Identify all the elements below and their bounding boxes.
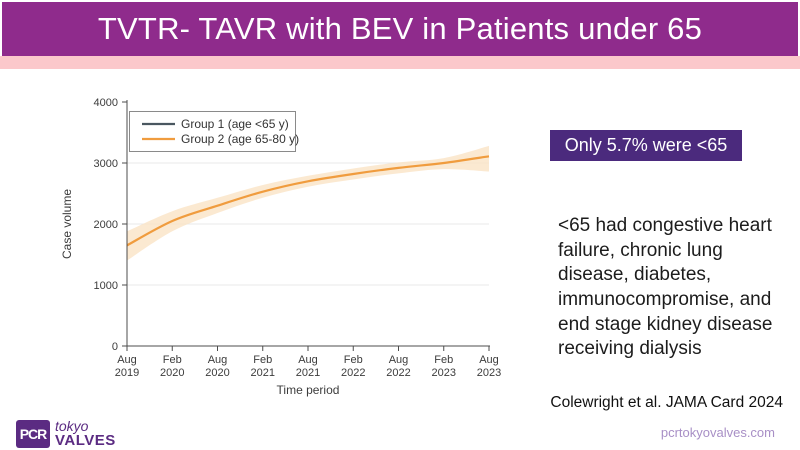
y-tick-label: 2000 [94, 219, 118, 231]
pcr-tokyo-valves-logo: PCR tokyo VALVES [16, 419, 116, 448]
y-tick-label: 1000 [94, 280, 118, 292]
legend-label: Group 1 (age <65 y) [181, 117, 289, 131]
chart-canvas: 01000200030004000Aug2019Feb2020Aug2020Fe… [60, 97, 501, 397]
x-axis-title: Time period [277, 383, 340, 397]
y-axis-title: Case volume [60, 189, 74, 259]
x-tick-label-month: Aug [208, 354, 228, 366]
x-tick-label-month: Feb [434, 354, 453, 366]
x-tick-label-year: 2020 [205, 367, 229, 379]
x-tick-label-year: 2021 [251, 367, 275, 379]
title-banner: TVTR- TAVR with BEV in Patients under 65 [2, 2, 798, 56]
legend-box [129, 111, 296, 152]
x-tick-label-year: 2021 [296, 367, 320, 379]
trend-line-group2 [126, 155, 490, 247]
x-tick-label-year: 2022 [386, 367, 410, 379]
x-tick-label-year: 2022 [341, 367, 365, 379]
x-tick-label-month: Aug [389, 354, 409, 366]
citation-text: Colewright et al. JAMA Card 2024 [550, 394, 783, 411]
slide-title: TVTR- TAVR with BEV in Patients under 65 [97, 11, 703, 46]
logo-valves-text: VALVES [55, 432, 116, 449]
x-tick-label-month: Aug [298, 354, 318, 366]
x-tick-label-month: Feb [253, 354, 272, 366]
x-tick-label-month: Aug [117, 354, 137, 366]
highlight-badge: Only 5.7% were <65 [550, 130, 742, 161]
logo-wordmark: tokyo VALVES [55, 419, 116, 448]
y-tick-label: 0 [112, 341, 118, 353]
x-tick-label-year: 2020 [160, 367, 184, 379]
case-volume-chart: 0 1000 2000 3000 4000 Aug 2019 Feb 2020 Aug 2020 Fe… [60, 90, 520, 405]
x-tick-label-year: 2023 [477, 367, 501, 379]
x-tick-label-month: Aug [479, 354, 499, 366]
header-accent-strip [0, 56, 800, 69]
x-tick-label-month: Feb [163, 354, 182, 366]
y-tick-label: 3000 [94, 158, 118, 170]
y-tick-label: 4000 [94, 97, 118, 109]
confidence-band [127, 145, 489, 261]
x-tick-label-year: 2019 [115, 367, 139, 379]
pcr-logo-icon: PCR [16, 419, 50, 448]
comorbidities-text: <65 had congestive heart failure, chroni… [558, 215, 773, 360]
pcr-logo-text: PCR [19, 425, 48, 442]
website-link[interactable]: pcrtokyovalves.com [660, 425, 775, 440]
x-tick-label-year: 2023 [432, 367, 456, 379]
logo-tokyo-text: tokyo [55, 418, 89, 434]
x-tick-label-month: Feb [344, 354, 363, 366]
legend-label: Group 2 (age 65-80 y) [181, 132, 299, 146]
